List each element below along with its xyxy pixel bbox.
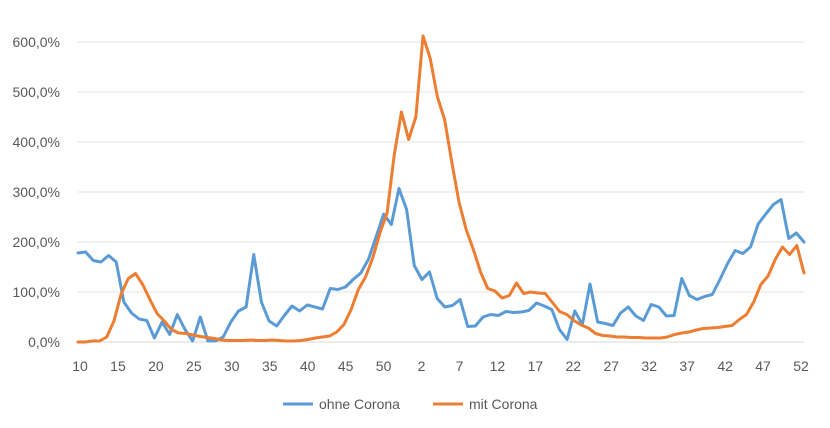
y-axis-ticks: 0,0% 100,0% 200,0% 300,0% 400,0% 500,0% 600,0% [13, 34, 60, 350]
x-tick-label: 20 [148, 358, 164, 374]
series-line-mit-corona [76, 34, 806, 344]
x-tick-label: 25 [186, 358, 202, 374]
series-line-ohne-corona [76, 187, 806, 343]
legend-label: ohne Corona [319, 396, 400, 412]
y-tick-label: 500,0% [13, 84, 60, 100]
x-tick-label: 50 [376, 358, 392, 374]
series-lines [76, 34, 806, 344]
y-tick-label: 0,0% [28, 334, 60, 350]
x-tick-label: 12 [490, 358, 506, 374]
gridlines [78, 41, 804, 343]
x-tick-label: 2 [418, 358, 426, 374]
x-tick-label: 37 [679, 358, 695, 374]
x-tick-label: 7 [456, 358, 464, 374]
x-tick-label: 22 [566, 358, 582, 374]
x-tick-label: 35 [262, 358, 278, 374]
x-tick-label: 17 [528, 358, 544, 374]
x-axis-ticks: 10 15 20 25 30 35 40 45 50 2 7 12 17 22 27 32 37 42 47 52 [72, 358, 809, 374]
x-tick-label: 42 [717, 358, 733, 374]
legend: ohne Corona mit Corona [283, 396, 538, 412]
x-tick-label: 52 [793, 358, 809, 374]
y-tick-label: 200,0% [13, 234, 60, 250]
x-tick-label: 15 [110, 358, 126, 374]
y-tick-label: 400,0% [13, 134, 60, 150]
y-tick-label: 300,0% [13, 184, 60, 200]
x-tick-label: 27 [603, 358, 619, 374]
x-tick-label: 32 [641, 358, 657, 374]
x-tick-label: 47 [755, 358, 771, 374]
x-tick-label: 30 [224, 358, 240, 374]
y-tick-label: 100,0% [13, 284, 60, 300]
legend-label: mit Corona [469, 396, 538, 412]
x-tick-label: 40 [300, 358, 316, 374]
x-tick-label: 10 [72, 358, 88, 374]
y-tick-label: 600,0% [13, 34, 60, 50]
x-tick-label: 45 [338, 358, 354, 374]
